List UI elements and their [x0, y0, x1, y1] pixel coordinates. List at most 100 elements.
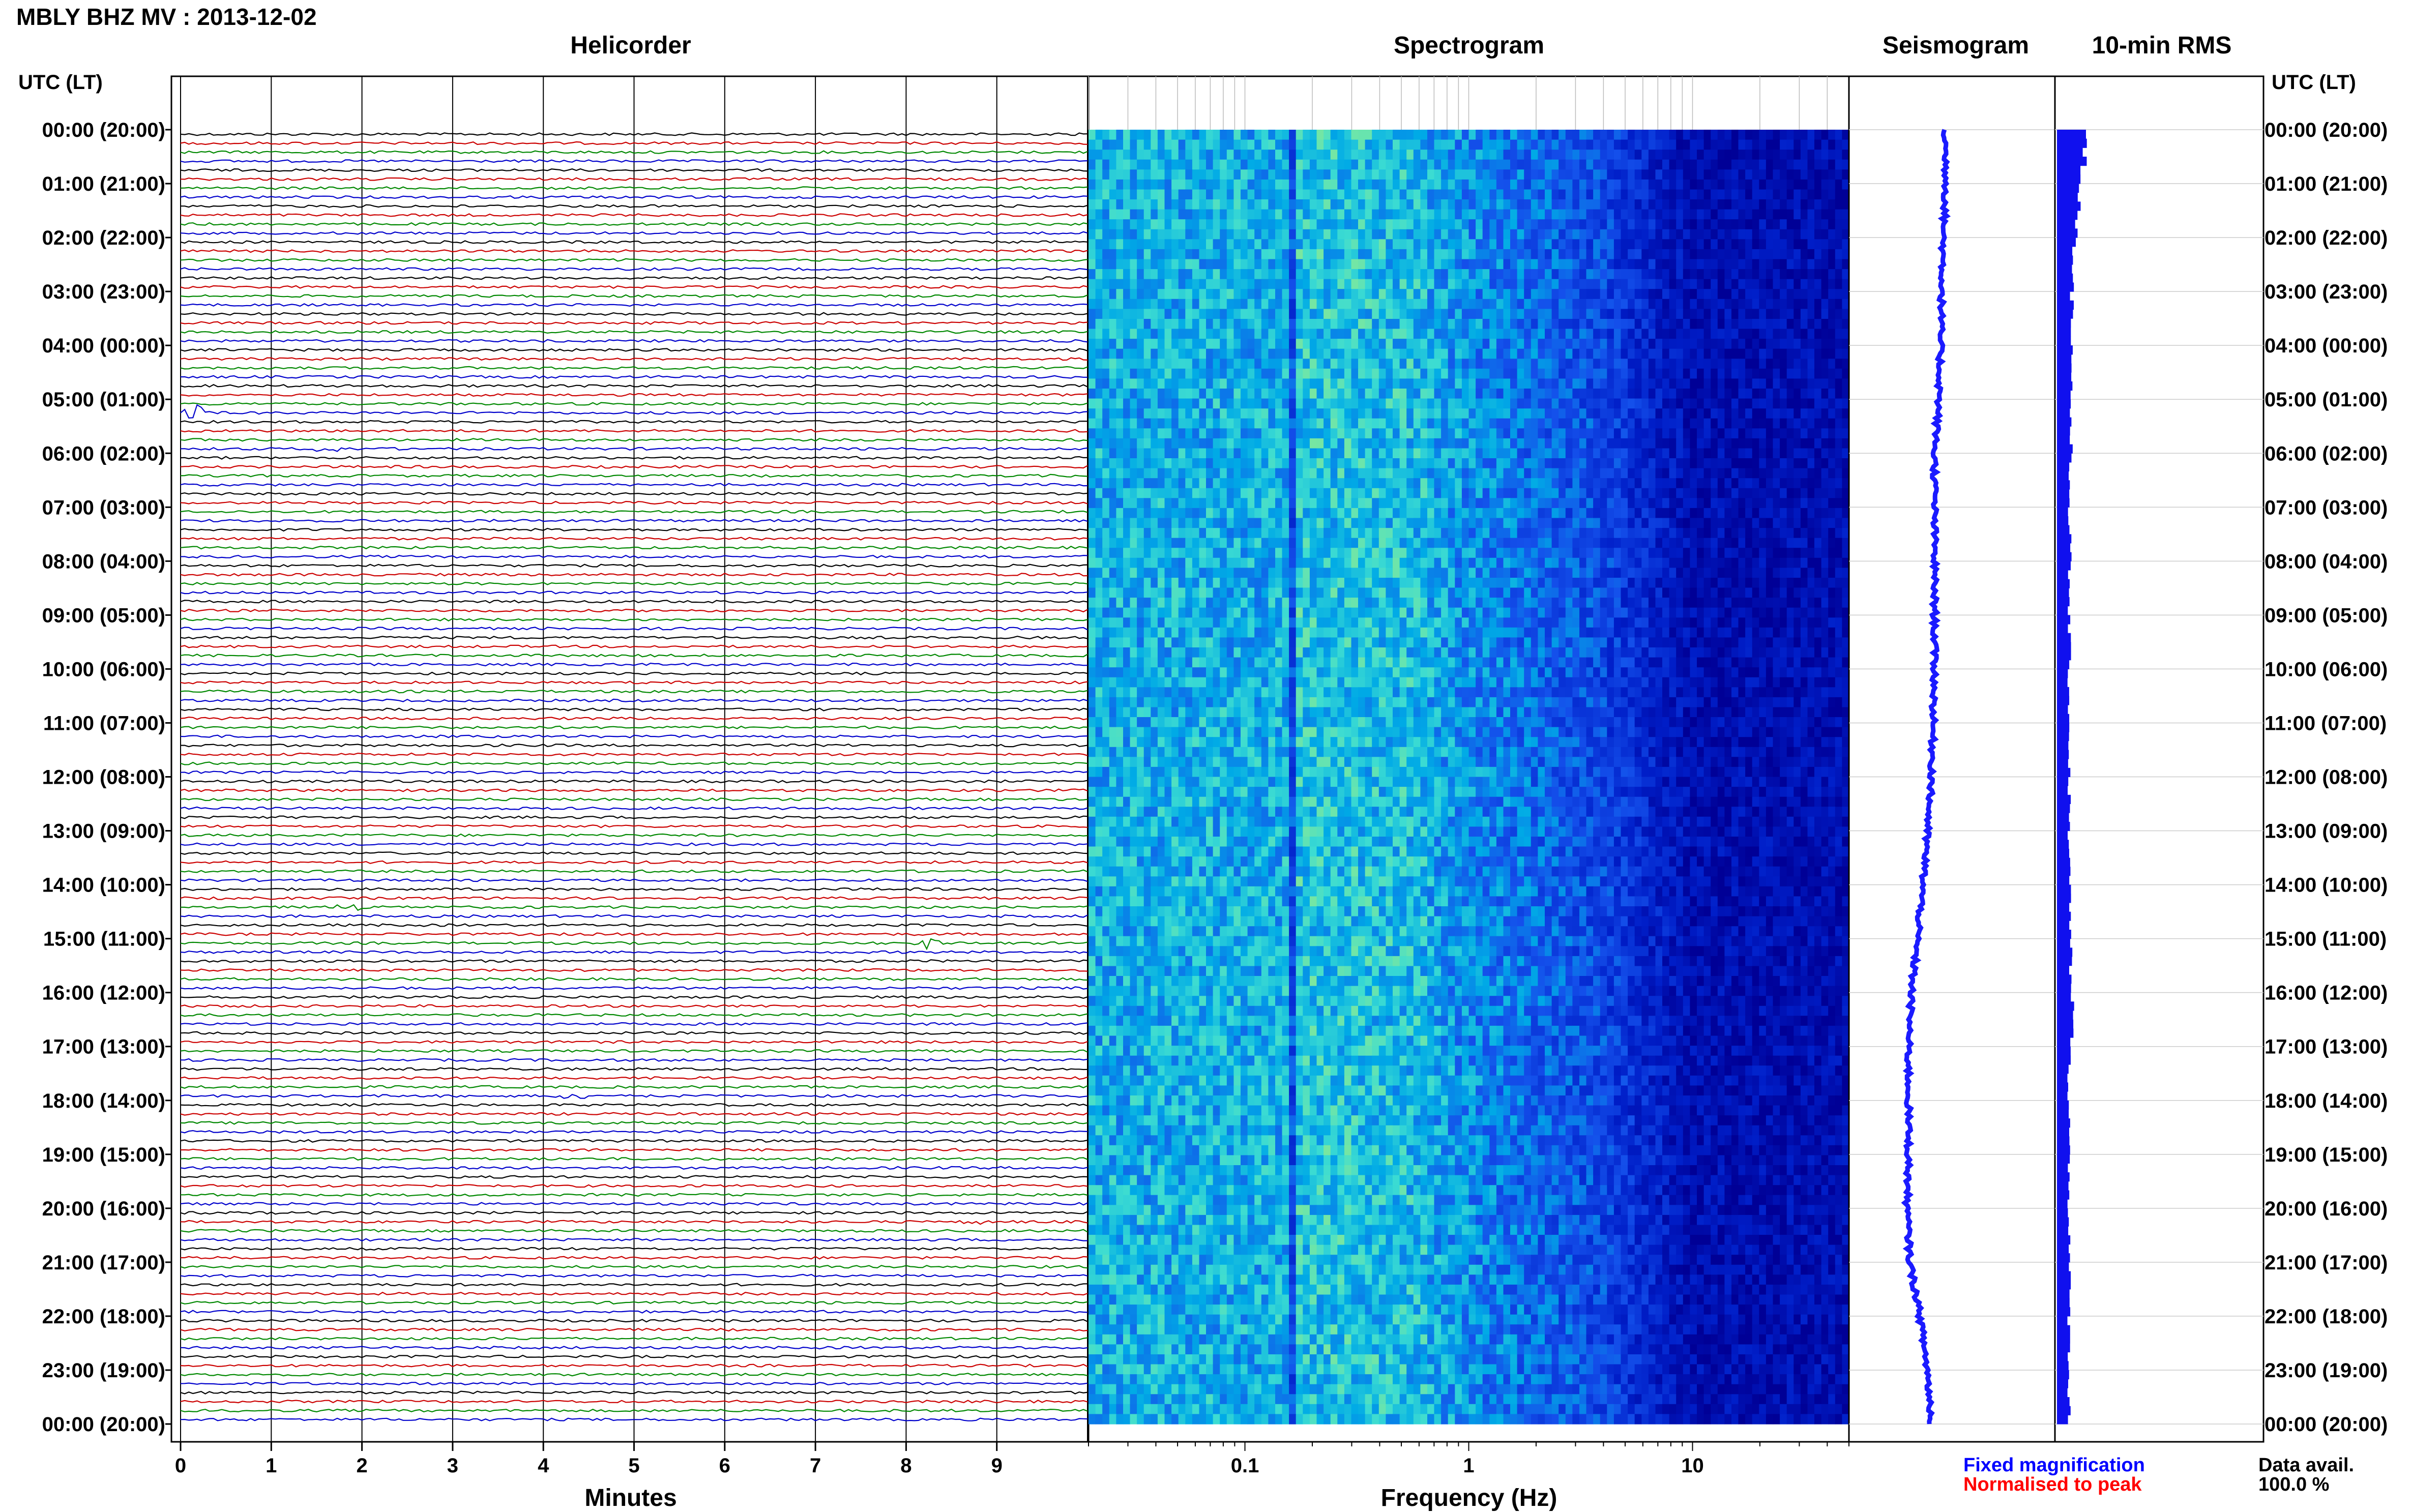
spectrogram-cell: [1656, 329, 1663, 339]
spectrogram-cell: [1559, 180, 1566, 190]
spectrogram-cell: [1365, 438, 1372, 449]
spectrogram-cell: [1621, 359, 1628, 369]
spectrogram-cell: [1192, 309, 1199, 319]
spectrogram-cell: [1828, 249, 1835, 259]
helicorder-xtick-label: 4: [538, 1455, 549, 1477]
spectrogram-cell: [1337, 180, 1344, 190]
spectrogram-cell: [1372, 229, 1379, 240]
spectrogram-cell: [1669, 169, 1677, 180]
spectrogram-cell: [1531, 319, 1538, 329]
spectrogram-cell: [1745, 458, 1752, 468]
utc-tick-label-right: 14:00 (10:00): [2265, 874, 2388, 897]
spectrogram-cell: [1676, 498, 1683, 508]
spectrogram-cell: [1427, 449, 1434, 459]
spectrogram-cell: [1275, 468, 1282, 479]
spectrogram-cell: [1400, 548, 1407, 558]
spectrogram-cell: [1697, 299, 1704, 309]
spectrogram-cell: [1365, 289, 1372, 299]
spectrogram-cell: [1455, 369, 1462, 379]
spectrogram-cell: [1179, 419, 1186, 429]
spectrogram-cell: [1649, 219, 1656, 229]
spectrogram-cell: [1248, 180, 1255, 190]
spectrogram-cell: [1731, 190, 1739, 200]
spectrogram-cell: [1704, 239, 1711, 249]
spectrogram-cell: [1531, 199, 1538, 210]
spectrogram-cell: [1324, 279, 1331, 289]
spectrogram-cell: [1821, 528, 1829, 538]
spectrogram-cell: [1144, 498, 1151, 508]
spectrogram-cell: [1123, 299, 1130, 309]
spectrogram-cell: [1842, 140, 1849, 150]
spectrogram-cell: [1096, 309, 1103, 319]
spectrogram-cell: [1296, 419, 1303, 429]
spectrogram-cell: [1641, 478, 1649, 488]
spectrogram-cell: [1690, 488, 1697, 498]
spectrogram-cell: [1261, 399, 1269, 409]
spectrogram-cell: [1414, 419, 1421, 429]
spectrogram-cell: [1171, 428, 1179, 438]
spectrogram-cell: [1572, 449, 1579, 459]
spectrogram-cell: [1462, 518, 1469, 528]
spectrogram-cell: [1469, 229, 1476, 240]
spectrogram-cell: [1496, 150, 1504, 160]
spectrogram-cell: [1248, 229, 1255, 240]
spectrogram-cell: [1683, 419, 1690, 429]
spectrogram-cell: [1365, 319, 1372, 329]
spectrogram-cell: [1766, 369, 1773, 379]
spectrogram-cell: [1185, 558, 1192, 568]
spectrogram-cell: [1116, 528, 1123, 538]
spectrogram-cell: [1821, 219, 1829, 229]
spectrogram-cell: [1669, 289, 1677, 299]
spectrogram-cell: [1331, 399, 1338, 409]
spectrogram-cell: [1233, 468, 1241, 479]
spectrogram-cell: [1793, 408, 1801, 419]
spectrogram-cell: [1171, 269, 1179, 279]
spectrogram-cell: [1559, 349, 1566, 359]
spectrogram-cell: [1206, 468, 1213, 479]
spectrogram-cell: [1123, 229, 1130, 240]
spectrogram-cell: [1275, 548, 1282, 558]
spectrogram-cell: [1821, 339, 1829, 349]
spectrogram-cell: [1213, 428, 1220, 438]
spectrogram-cell: [1828, 140, 1835, 150]
spectrogram-cell: [1842, 488, 1849, 498]
spectrogram-cell: [1724, 468, 1731, 479]
spectrogram-cell: [1614, 369, 1621, 379]
spectrogram-cell: [1109, 199, 1116, 210]
spectrogram-cell: [1227, 399, 1234, 409]
spectrogram-cell: [1635, 359, 1642, 369]
spectrogram-cell: [1469, 428, 1476, 438]
spectrogram-cell: [1441, 458, 1448, 468]
spectrogram-cell: [1676, 219, 1683, 229]
spectrogram-cell: [1185, 449, 1192, 459]
spectrogram-cell: [1504, 289, 1511, 299]
spectrogram-cell: [1289, 478, 1296, 488]
spectrogram-cell: [1724, 259, 1731, 270]
spectrogram-cell: [1455, 259, 1462, 270]
spectrogram-cell: [1593, 229, 1600, 240]
spectrogram-cell: [1109, 239, 1116, 249]
spectrogram-cell: [1704, 319, 1711, 329]
spectrogram-cell: [1531, 449, 1538, 459]
spectrogram-cell: [1793, 498, 1801, 508]
spectrogram-cell: [1102, 468, 1109, 479]
spectrogram-cell: [1406, 199, 1414, 210]
spectrogram-cell: [1206, 378, 1213, 389]
spectrogram-cell: [1635, 219, 1642, 229]
spectrogram-cell: [1489, 438, 1496, 449]
spectrogram-cell: [1690, 199, 1697, 210]
spectrogram-cell: [1220, 478, 1227, 488]
spectrogram-cell: [1123, 130, 1130, 140]
spectrogram-cell: [1116, 309, 1123, 319]
spectrogram-cell: [1545, 389, 1552, 399]
spectrogram-cell: [1538, 150, 1545, 160]
spectrogram-cell: [1400, 190, 1407, 200]
spectrogram-cell: [1351, 478, 1359, 488]
spectrogram-cell: [1096, 408, 1103, 419]
spectrogram-cell: [1828, 449, 1835, 459]
spectrogram-cell: [1572, 239, 1579, 249]
spectrogram-cell: [1448, 419, 1455, 429]
spectrogram-cell: [1780, 458, 1787, 468]
spectrogram-cell: [1351, 359, 1359, 369]
spectrogram-cell: [1144, 210, 1151, 220]
